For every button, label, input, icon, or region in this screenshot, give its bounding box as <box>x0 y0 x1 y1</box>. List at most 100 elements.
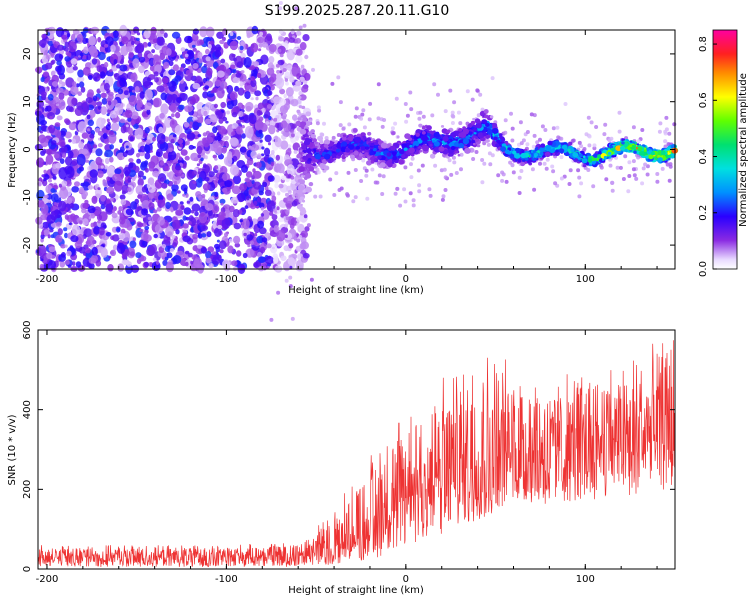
spectrogram-point <box>152 257 157 261</box>
spectrogram-point <box>430 113 435 118</box>
spectrogram-point <box>253 61 260 67</box>
spectrogram-point <box>655 179 660 184</box>
spectrogram-point <box>267 62 274 69</box>
spectrogram-point <box>275 154 280 161</box>
spectrogram-point <box>54 122 61 127</box>
spectrogram-point <box>55 234 63 243</box>
spectrogram-point <box>182 163 187 169</box>
spectrogram-point <box>67 264 72 268</box>
spectrogram-point <box>155 173 159 178</box>
spectrogram-point <box>501 172 506 177</box>
spectrogram-point <box>38 182 42 186</box>
spectrogram-point <box>408 191 413 196</box>
spectrogram-point <box>85 159 90 163</box>
spectrogram-point <box>144 144 151 153</box>
spectrogram-point <box>63 47 69 52</box>
spectrogram-point <box>46 38 50 42</box>
spectrogram-point <box>78 186 85 194</box>
spectrogram-point <box>212 126 218 134</box>
spectrogram-point <box>252 170 262 179</box>
spectrogram-point <box>114 168 122 175</box>
spectrogram-point <box>260 213 265 217</box>
spectrogram-point <box>623 154 628 159</box>
spectrogram-point <box>118 37 122 43</box>
spectrogram-point <box>106 113 110 117</box>
spectrogram-point <box>187 221 192 226</box>
spectrogram-point <box>137 42 145 53</box>
spectrogram-point <box>139 145 146 153</box>
spectrogram-point <box>224 232 229 238</box>
spectrogram-point <box>518 120 523 125</box>
spectrogram-point <box>220 167 224 171</box>
spectrogram-point <box>143 234 152 242</box>
spectrogram-point <box>88 74 93 80</box>
spectrogram-point <box>168 147 173 153</box>
spectrogram-point <box>200 213 205 217</box>
spectrogram-point <box>441 194 446 199</box>
spectrogram-point <box>232 76 241 84</box>
spectrogram-point <box>153 233 158 239</box>
spectrogram-point <box>228 53 236 61</box>
spectrogram-point <box>92 144 98 149</box>
spectrogram-point <box>359 153 363 157</box>
spectrogram-point <box>84 199 89 204</box>
spectrogram-point <box>227 245 234 254</box>
spectrogram-point <box>72 81 77 87</box>
spectrogram-point <box>470 97 475 102</box>
spectrogram-point <box>137 222 144 228</box>
spectrogram-point <box>627 174 632 178</box>
spectrogram-point <box>602 132 607 137</box>
spectrogram-point <box>166 193 174 201</box>
spectrogram-point <box>166 94 176 106</box>
spectrogram-point <box>175 229 180 235</box>
spectrogram-point <box>191 44 196 49</box>
spectrogram-point <box>68 122 77 131</box>
spectrogram-point <box>50 53 55 58</box>
spectrogram-point <box>294 43 299 48</box>
spectrogram-point <box>113 180 123 192</box>
spectrogram-point <box>403 102 408 106</box>
spectrogram-point <box>85 38 90 43</box>
spectrogram-point <box>109 130 114 135</box>
spectrogram-point <box>76 101 84 111</box>
spectrogram-point <box>77 76 85 83</box>
spectrogram-point <box>168 80 177 92</box>
spectrogram-point <box>452 160 457 165</box>
spectrogram-point <box>667 131 672 136</box>
spectrogram-point <box>473 124 476 128</box>
spectrogram-point <box>114 107 118 112</box>
spectrogram-point <box>64 56 71 62</box>
spectrogram-point <box>70 85 79 96</box>
spectrogram-point <box>393 191 398 196</box>
spectrogram-point <box>125 208 134 216</box>
spectrogram-point <box>106 186 115 194</box>
spectrogram-point <box>276 206 280 211</box>
spectrogram-point <box>285 216 290 221</box>
spectrogram-point <box>129 240 137 249</box>
spectrogram-point <box>91 58 98 65</box>
spectrogram-point <box>303 214 308 219</box>
spectrogram-point <box>255 96 259 101</box>
spectrogram-point <box>621 177 626 181</box>
spectrogram-point <box>259 31 264 36</box>
spectrogram-point <box>328 159 331 162</box>
spectrogram-point <box>299 76 305 82</box>
spectrogram-point <box>551 126 556 131</box>
spectrogram-point <box>543 128 548 132</box>
spectrogram-point <box>42 179 48 187</box>
spectrogram-point <box>189 196 194 202</box>
spectrogram-point <box>168 60 174 67</box>
spectrogram-point <box>284 223 289 228</box>
spectrogram-point <box>125 109 133 119</box>
spectrogram-point <box>164 256 169 261</box>
spectrogram-point <box>117 263 125 272</box>
spectrogram-point <box>452 100 457 105</box>
spectrogram-point <box>166 172 172 177</box>
spectrogram-point <box>184 250 190 255</box>
spectrogram-point <box>186 200 191 204</box>
spectrogram-point <box>119 138 123 143</box>
spectrogram-point <box>207 246 215 253</box>
spectrogram-point <box>229 40 239 51</box>
spectrogram-point <box>250 97 254 101</box>
